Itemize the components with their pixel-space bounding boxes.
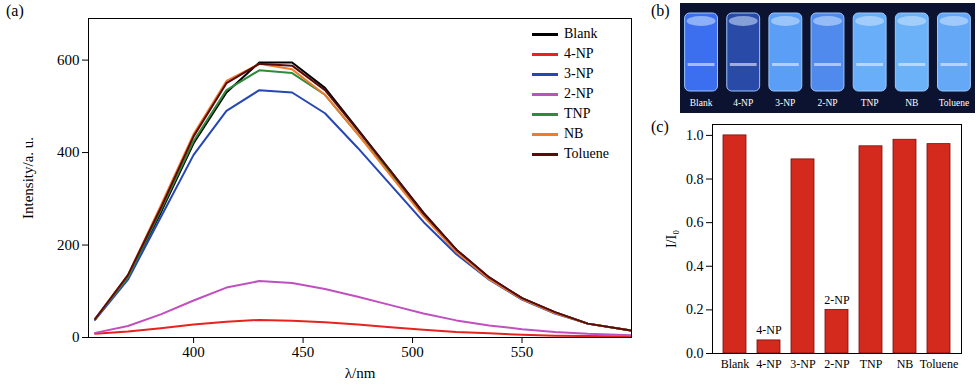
svg-text:1.0: 1.0 — [686, 128, 704, 143]
html-text:2-NP: 2-NP — [564, 86, 594, 101]
svg-text:450: 450 — [292, 344, 315, 360]
svg-text:TNP: TNP — [860, 357, 883, 371]
svg-text:4-NP: 4-NP — [733, 98, 753, 108]
svg-text:Intensity/a. u.: Intensity/a. u. — [20, 137, 36, 219]
html-text:(b): (b) — [651, 2, 670, 19]
svg-text:4-NP: 4-NP — [756, 357, 782, 371]
html-text:(a): (a) — [6, 2, 24, 19]
svg-text:I/I₀: I/I₀ — [664, 230, 679, 248]
svg-text:600: 600 — [57, 52, 80, 68]
html-text:Toluene: Toluene — [564, 146, 609, 161]
html-text:Blank: Blank — [564, 26, 598, 41]
svg-text:λ/nm: λ/nm — [345, 365, 376, 381]
svg-text:0.0: 0.0 — [686, 346, 704, 361]
svg-text:2-NP: 2-NP — [824, 357, 850, 371]
svg-text:0.6: 0.6 — [686, 215, 704, 230]
svg-text:500: 500 — [401, 344, 424, 360]
svg-text:400: 400 — [182, 344, 205, 360]
svg-text:0: 0 — [72, 329, 80, 345]
svg-text:Toluene: Toluene — [920, 357, 958, 371]
html-text:(c): (c) — [651, 118, 669, 135]
html-text:3-NP: 3-NP — [564, 66, 594, 81]
svg-text:0.4: 0.4 — [686, 259, 704, 274]
svg-text:550: 550 — [511, 344, 534, 360]
svg-text:3-NP: 3-NP — [790, 357, 816, 371]
svg-text:4-NP: 4-NP — [756, 323, 782, 337]
html-text:TNP: TNP — [564, 106, 591, 121]
svg-text:3-NP: 3-NP — [775, 98, 795, 108]
svg-text:0.2: 0.2 — [686, 302, 704, 317]
html-text:NB: NB — [564, 126, 584, 141]
svg-text:2-NP: 2-NP — [824, 293, 850, 307]
svg-text:NB: NB — [897, 357, 914, 371]
svg-text:0.8: 0.8 — [686, 172, 704, 187]
svg-text:TNP: TNP — [861, 98, 879, 108]
svg-text:Toluene: Toluene — [939, 98, 969, 108]
svg-text:Blank: Blank — [721, 357, 750, 371]
svg-text:NB: NB — [905, 98, 918, 108]
svg-text:200: 200 — [57, 237, 80, 253]
html-text:4-NP: 4-NP — [564, 46, 594, 61]
svg-text:2-NP: 2-NP — [817, 98, 837, 108]
svg-text:400: 400 — [57, 144, 80, 160]
svg-text:Blank: Blank — [690, 98, 713, 108]
